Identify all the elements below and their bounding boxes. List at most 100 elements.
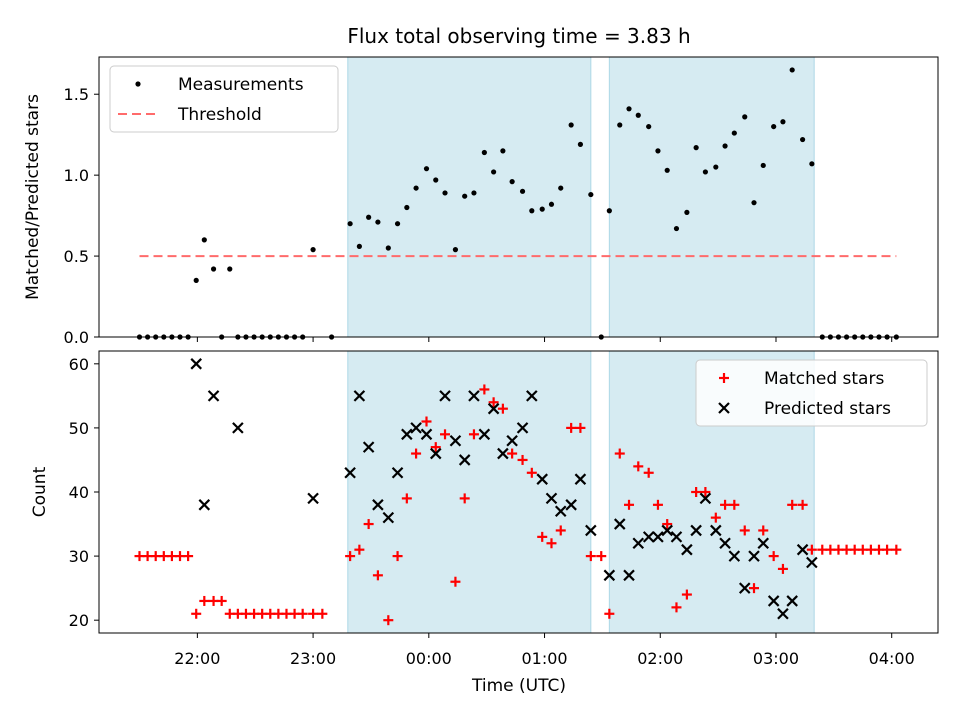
top-dot-point-0-54	[646, 123, 652, 130]
bottom-plus-point-0-61	[710, 512, 721, 523]
top-dot-point-0-40	[509, 179, 515, 185]
bottom-plus-point-0-57	[671, 602, 682, 613]
bottom-plus-point-0-27	[383, 615, 394, 626]
bottom-plus-point-0-64	[739, 525, 750, 536]
bottom-x-point-1-12	[410, 422, 422, 434]
bottom-plus-point-0-47	[575, 422, 586, 433]
top-y-tick-label-3: 1.5	[64, 85, 89, 104]
top-dot-point-0-57	[673, 225, 680, 232]
bottom-plus-point-0-59	[691, 487, 702, 497]
bottom-x-point-1-47	[757, 537, 770, 550]
top-dot-point-0-24	[356, 243, 362, 249]
bottom-legend-label-1: Predicted stars	[764, 399, 891, 419]
top-dot-point-0-47	[577, 141, 584, 147]
bottom-plus-point-0-44	[546, 538, 557, 549]
top-axes-frame	[98, 56, 939, 338]
bottom-legend: Matched stars Predicted stars	[695, 359, 928, 427]
bottom-plus-point-0-51	[614, 448, 625, 459]
top-dot-point-0-69	[789, 67, 795, 73]
top-dot-point-0-23	[347, 221, 353, 227]
bottom-plus-point-0-23	[345, 551, 356, 562]
bottom-plus-point-0-39	[497, 403, 508, 414]
top-dot-point-0-35	[462, 193, 468, 199]
top-legend: Measurements Threshold	[109, 65, 339, 133]
bottom-x-point-1-51	[796, 543, 809, 556]
top-dot-point-0-37	[481, 149, 487, 156]
bottom-x-point-1-29	[574, 473, 587, 485]
bottom-legend-swatch-1	[718, 402, 730, 414]
bottom-plus-point-0-48	[585, 551, 596, 562]
bottom-x-point-1-42	[710, 524, 722, 537]
bottom-plus-point-0-40	[507, 448, 518, 459]
top-dot-point-0-62	[722, 143, 728, 149]
bottom-y-tick-label-1: 30	[69, 547, 89, 566]
top-dot-point-0-9	[210, 266, 217, 272]
x-tick-label-4: 02:00	[637, 649, 683, 668]
bottom-legend-label-0: Matched stars	[764, 369, 884, 389]
bottom-plus-point-0-24	[354, 544, 365, 555]
bottom-y-tick-label-0: 20	[69, 611, 89, 630]
top-dot-point-0-53	[635, 112, 641, 118]
bottom-x-point-1-50	[786, 595, 798, 607]
bottom-x-point-1-41	[699, 492, 712, 505]
top-shaded-regions	[347, 56, 815, 338]
bottom-plus-point-0-10	[216, 595, 227, 606]
bottom-plus-point-0-71	[806, 544, 817, 555]
bottom-legend-swatch-0	[719, 373, 729, 383]
top-dot-point-0-42	[529, 208, 535, 214]
bottom-x-point-1-0	[190, 358, 202, 370]
bottom-x-point-1-44	[728, 550, 741, 562]
bottom-x-point-1-23	[516, 422, 529, 434]
bottom-x-point-1-21	[497, 447, 509, 460]
top-dot-point-0-67	[771, 123, 777, 130]
bottom-x-point-1-5	[344, 466, 356, 479]
bottom-data-points	[134, 358, 902, 626]
bottom-x-point-1-11	[401, 428, 413, 441]
top-dot-point-0-8	[201, 237, 207, 243]
bottom-plus-point-0-37	[479, 384, 490, 395]
bottom-x-point-1-13	[420, 428, 433, 441]
bottom-x-point-1-15	[439, 390, 451, 402]
bottom-plus-point-0-30	[411, 448, 422, 459]
top-dot-point-0-68	[780, 119, 786, 125]
top-legend-label-1: Threshold	[177, 105, 262, 125]
top-y-axis-label: Matched/Predicted stars	[23, 94, 43, 300]
bottom-plus-point-0-33	[440, 429, 451, 440]
bottom-plus-point-0-20	[297, 608, 308, 619]
top-y-tick-label-1: 0.5	[64, 247, 89, 266]
bottom-plus-point-0-68	[777, 563, 788, 574]
top-dot-point-0-41	[519, 188, 526, 194]
x-axis-label: Time (UTC)	[471, 676, 566, 696]
top-dot-point-0-32	[433, 177, 439, 183]
top-dot-point-0-27	[385, 245, 391, 251]
bottom-plus-point-0-54	[643, 467, 654, 478]
bottom-x-point-1-7	[362, 441, 375, 453]
bottom-plus-point-0-58	[681, 589, 692, 600]
bottom-plus-point-0-63	[729, 499, 740, 510]
x-tick-label-5: 03:00	[753, 649, 799, 668]
bottom-plus-point-0-45	[555, 525, 566, 536]
top-dot-point-0-31	[423, 166, 430, 172]
bottom-plus-point-0-50	[604, 608, 615, 619]
bottom-x-point-1-25	[536, 473, 549, 485]
bottom-plus-point-0-52	[624, 499, 635, 510]
top-dot-point-0-46	[568, 122, 574, 128]
bottom-x-point-1-49	[777, 607, 789, 620]
bottom-plus-point-0-65	[748, 583, 759, 594]
bottom-x-point-1-9	[382, 511, 395, 524]
bottom-plus-point-0-36	[468, 429, 479, 440]
bottom-plus-point-0-26	[372, 570, 383, 581]
top-dot-point-0-60	[702, 169, 708, 175]
bottom-x-point-1-52	[806, 556, 818, 569]
top-dot-point-0-25	[366, 214, 372, 220]
top-dot-point-0-38	[491, 169, 497, 175]
bottom-x-point-1-36	[652, 531, 664, 543]
top-dot-point-0-50	[606, 208, 612, 214]
x-tick-label-2: 00:00	[406, 649, 452, 668]
bottom-x-point-1-2	[207, 390, 220, 402]
bottom-plus-point-0-46	[566, 422, 577, 433]
top-dot-point-0-28	[394, 221, 401, 227]
bottom-x-point-1-20	[487, 402, 500, 415]
bottom-plus-point-0-22	[317, 608, 328, 619]
bottom-plus-point-0-21	[308, 608, 319, 619]
